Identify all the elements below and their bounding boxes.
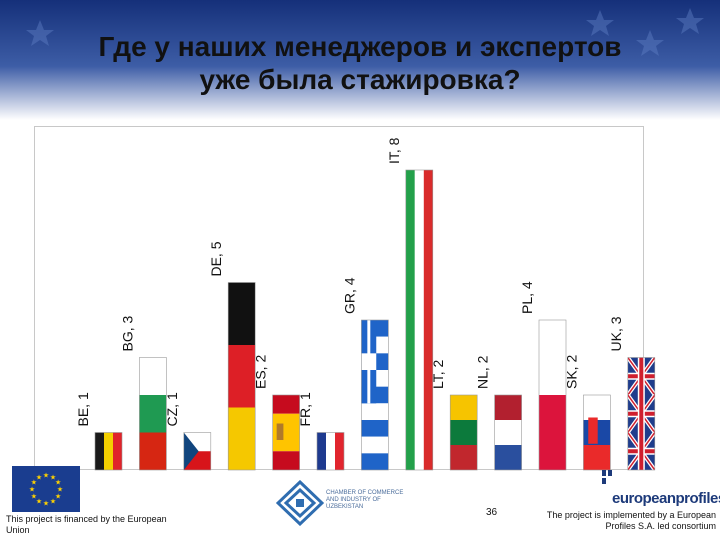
page-number: 36 bbox=[486, 507, 498, 518]
bar-cz bbox=[183, 432, 212, 471]
europeanprofiles-logo-icon bbox=[602, 470, 612, 484]
slide-title-line-1: Где у наших менеджеров и экспертов bbox=[98, 31, 622, 62]
eu-star-icon: ★ bbox=[43, 500, 49, 508]
eu-star-icon: ★ bbox=[50, 473, 56, 481]
data-label-be: BE, 1 bbox=[75, 392, 91, 426]
slide-title: Где у наших менеджеров и экспертов уже б… bbox=[0, 30, 720, 96]
data-label-fr: FR, 1 bbox=[297, 392, 313, 426]
data-label-it: IT, 8 bbox=[386, 137, 402, 164]
bar-be bbox=[94, 432, 123, 471]
bar-bg bbox=[139, 357, 167, 471]
eu-star-icon: ★ bbox=[55, 479, 61, 487]
eu-star-icon: ★ bbox=[29, 486, 35, 494]
eu-flag-icon: ★★★★★★★★★ ★ ★★ bbox=[12, 466, 80, 512]
eu-star-icon: ★ bbox=[57, 486, 63, 494]
eu-star-icon: ★ bbox=[36, 498, 42, 506]
header-banner bbox=[0, 0, 720, 120]
bar-gr bbox=[361, 319, 389, 471]
bar-lt bbox=[449, 394, 478, 471]
eu-star-icon: ★ bbox=[36, 473, 42, 481]
eu-star-icon: ★ bbox=[31, 493, 37, 501]
data-label-sk: SK, 2 bbox=[563, 355, 579, 389]
chamber-logo-icon bbox=[276, 480, 324, 526]
bar-it bbox=[405, 169, 434, 471]
implementation-note: The project is implemented by a European… bbox=[546, 510, 716, 531]
europeanprofiles-brand: europeanprofiles bbox=[612, 490, 720, 507]
slide-title-line-2: уже была стажировка? bbox=[199, 64, 521, 95]
bar-pl bbox=[538, 319, 567, 471]
bar-sk bbox=[583, 394, 611, 471]
data-label-lt: LT, 2 bbox=[430, 359, 446, 389]
bar-uk bbox=[627, 357, 656, 471]
bar-nl bbox=[494, 394, 522, 471]
data-label-pl: PL, 4 bbox=[519, 281, 535, 314]
data-label-bg: BG, 3 bbox=[119, 315, 135, 351]
eu-star-icon: ★ bbox=[55, 493, 61, 501]
eu-star-icon: ★ bbox=[43, 472, 49, 480]
data-label-es: ES, 2 bbox=[253, 355, 269, 389]
data-label-cz: CZ, 1 bbox=[164, 392, 180, 426]
eu-star-icon: ★ bbox=[31, 479, 37, 487]
chamber-name: CHAMBER OF COMMERCE AND INDUSTRY OF UZBE… bbox=[326, 490, 404, 510]
bar-fr bbox=[316, 432, 345, 471]
eu-star-icon: ★ bbox=[50, 498, 56, 506]
data-label-uk: UK, 3 bbox=[608, 316, 624, 351]
data-label-nl: NL, 2 bbox=[475, 355, 491, 389]
bar-de bbox=[227, 282, 256, 471]
data-label-de: DE, 5 bbox=[208, 241, 224, 276]
funding-note: This project is financed by the European… bbox=[6, 514, 167, 535]
bar-es bbox=[272, 394, 300, 471]
data-label-gr: GR, 4 bbox=[341, 277, 357, 314]
